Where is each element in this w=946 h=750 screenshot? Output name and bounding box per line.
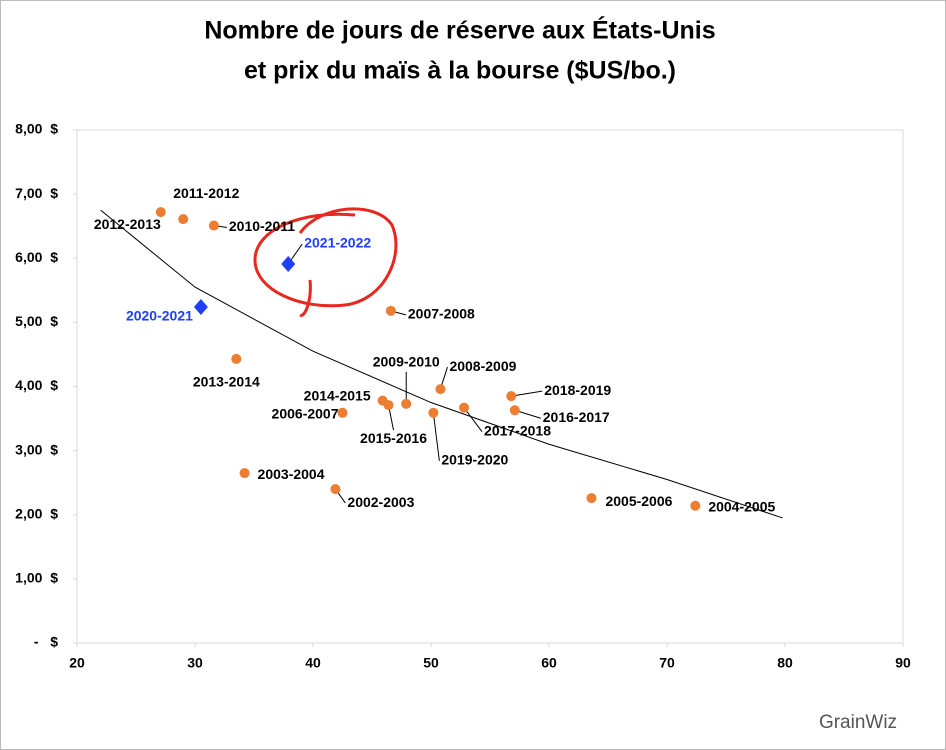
point (459, 402, 470, 413)
point-label: 2020-2021 (126, 308, 193, 324)
point-label: 2013-2014 (193, 374, 260, 390)
point-label: 2009-2010 (373, 354, 440, 370)
x-tick-label: 30 (187, 655, 203, 671)
point-label: 2021-2022 (304, 235, 371, 251)
point (435, 384, 446, 395)
point-label: 2012-2013 (94, 216, 161, 232)
x-tick-label: 90 (895, 655, 911, 671)
point-label: 2019-2020 (441, 451, 508, 467)
point (506, 391, 517, 402)
point (281, 256, 296, 273)
y-tick-label: 7,00 $ (15, 185, 58, 201)
point-label: 2014-2015 (304, 387, 371, 403)
x-tick-label: 40 (305, 655, 321, 671)
y-tick-label: 4,00 $ (15, 377, 58, 393)
y-tick-label: 8,00 $ (15, 121, 58, 137)
point-label: 2005-2006 (605, 493, 672, 509)
point-label: 2003-2004 (258, 466, 325, 482)
y-tick-label: 6,00 $ (15, 249, 58, 265)
y-tick-label: 3,00 $ (15, 441, 58, 457)
point-label: 2002-2003 (347, 494, 414, 510)
point (330, 484, 341, 495)
point (383, 400, 394, 411)
point-label: 2016-2017 (543, 409, 610, 425)
point (208, 220, 219, 231)
point (428, 407, 439, 418)
point-label: 2015-2016 (360, 430, 427, 446)
point (401, 398, 412, 409)
x-tick-label: 20 (69, 655, 85, 671)
point-label: 2018-2019 (544, 382, 611, 398)
point (385, 305, 396, 316)
x-tick-label: 80 (777, 655, 793, 671)
point-label: 2017-2018 (484, 422, 551, 438)
y-tick-label: 2,00 $ (15, 505, 58, 521)
point-label: 2007-2008 (408, 306, 475, 322)
x-tick-label: 50 (423, 655, 439, 671)
point-label: 2008-2009 (449, 358, 516, 374)
y-tick-label: - $ (34, 634, 58, 650)
leader-line (511, 390, 543, 397)
point (337, 407, 348, 418)
logo: GrainWiz (819, 712, 897, 733)
point (155, 207, 166, 218)
chart-title: et prix du maïs à la bourse ($US/bo.) (244, 57, 676, 85)
y-tick-label: 1,00 $ (15, 570, 58, 586)
point (178, 214, 189, 225)
x-tick-label: 60 (541, 655, 557, 671)
chart-title: Nombre de jours de réserve aux États-Uni… (204, 16, 715, 45)
leader-line (432, 412, 440, 461)
point (690, 500, 701, 511)
point (509, 405, 520, 416)
point (586, 493, 597, 504)
point-label: 2011-2012 (173, 185, 239, 201)
trendline (100, 209, 783, 519)
y-tick-label: 5,00 $ (15, 313, 58, 329)
point-label: 2004-2005 (708, 498, 775, 514)
point-label: 2010-2011 (229, 218, 295, 234)
point (239, 468, 250, 479)
point-label: 2006-2007 (272, 405, 339, 421)
x-tick-label: 70 (659, 655, 675, 671)
hand-drawn-circle (253, 207, 398, 317)
point (193, 298, 208, 315)
point (231, 353, 242, 364)
